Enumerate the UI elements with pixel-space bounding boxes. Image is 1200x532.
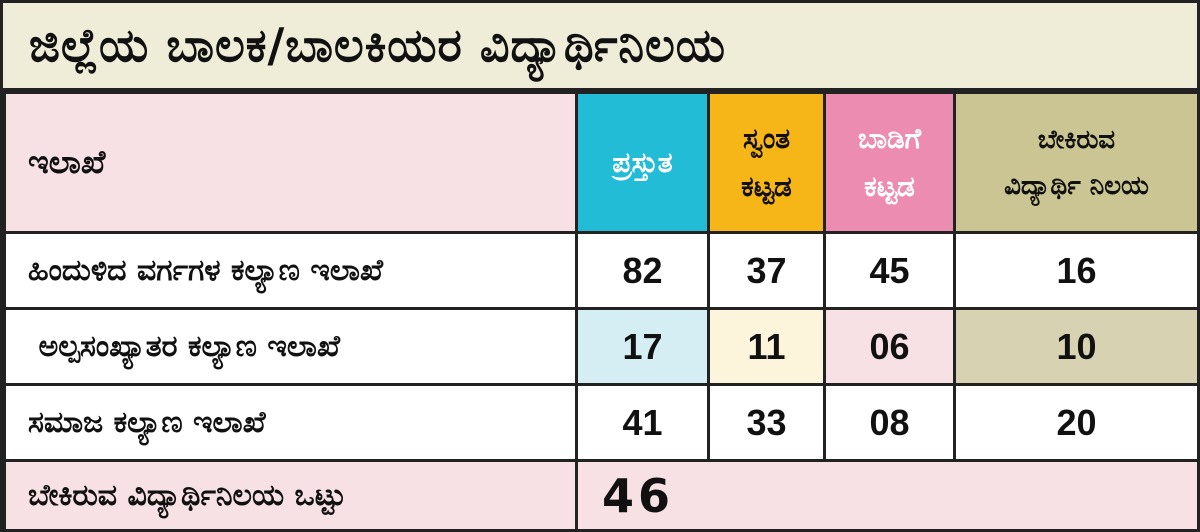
total-value: 46 [575,459,1200,532]
cell-rented: 06 [823,307,956,386]
cell-present: 82 [575,231,710,310]
header-required-line1: ಬೇಕಿರುವ [1037,124,1116,155]
cell-own: 33 [707,383,826,462]
cell-present: 41 [575,383,710,462]
total-label: ಬೇಕಿರುವ ವಿದ್ಯಾರ್ಥಿನಿಲಯ ಒಟ್ಟು [3,459,578,532]
header-department: ಇಲಾಖೆ [3,91,578,234]
total-row: ಬೇಕಿರುವ ವಿದ್ಯಾರ್ಥಿನಿಲಯ ಒಟ್ಟು 46 [3,459,1200,532]
header-row: ಇಲಾಖೆ ಪ್ರಸ್ತುತ ಸ್ವಂತ ಕಟ್ಟಡ ಬಾಡಿಗೆ ಕಟ್ಟಡ … [3,91,1200,234]
cell-rented: 45 [823,231,956,310]
table-row: ಹಿಂದುಳಿದ ವರ್ಗಗಳ ಕಲ್ಯಾಣ ಇಲಾಖೆ 82 37 45 16 [3,231,1200,310]
row-department: ಸಮಾಜ ಕಲ್ಯಾಣ ಇಲಾಖೆ [3,383,578,462]
header-required-line2: ವಿದ್ಯಾರ್ಥಿ ನಿಲಯ [1004,170,1149,201]
cell-required: 16 [953,231,1200,310]
cell-rented: 08 [823,383,956,462]
header-present: ಪ್ರಸ್ತುತ [575,91,710,234]
cell-own: 11 [707,307,826,386]
header-rented-line2: ಕಟ್ಟಡ [864,169,915,203]
row-department: ಅಲ್ಪಸಂಖ್ಯಾತರ ಕಲ್ಯಾಣ ಇಲಾಖೆ [3,307,578,386]
header-own-line1: ಸ್ವಂತ [742,121,791,155]
cell-own: 37 [707,231,826,310]
cell-present: 17 [575,307,710,386]
header-rented-building: ಬಾಡಿಗೆ ಕಟ್ಟಡ [823,91,956,234]
table-title: ಜಿಲ್ಲೆಯ ಬಾಲಕ/ಬಾಲಕಿಯರ ವಿದ್ಯಾರ್ಥಿನಿಲಯ [3,3,1197,91]
header-rented-line1: ಬಾಡಿಗೆ [858,121,921,155]
cell-required: 20 [953,383,1200,462]
table-row: ಸಮಾಜ ಕಲ್ಯಾಣ ಇಲಾಖೆ 41 33 08 20 [3,383,1200,462]
cell-required: 10 [953,307,1200,386]
hostel-table: ಇಲಾಖೆ ಪ್ರಸ್ತುತ ಸ್ವಂತ ಕಟ್ಟಡ ಬಾಡಿಗೆ ಕಟ್ಟಡ … [3,91,1200,532]
header-own-line2: ಕಟ್ಟಡ [741,169,792,203]
header-own-building: ಸ್ವಂತ ಕಟ್ಟಡ [707,91,826,234]
row-department: ಹಿಂದುಳಿದ ವರ್ಗಗಳ ಕಲ್ಯಾಣ ಇಲಾಖೆ [3,231,578,310]
header-required-hostels: ಬೇಕಿರುವ ವಿದ್ಯಾರ್ಥಿ ನಿಲಯ [953,91,1200,234]
table-row: ಅಲ್ಪಸಂಖ್ಯಾತರ ಕಲ್ಯಾಣ ಇಲಾಖೆ 17 11 06 10 [3,307,1200,386]
